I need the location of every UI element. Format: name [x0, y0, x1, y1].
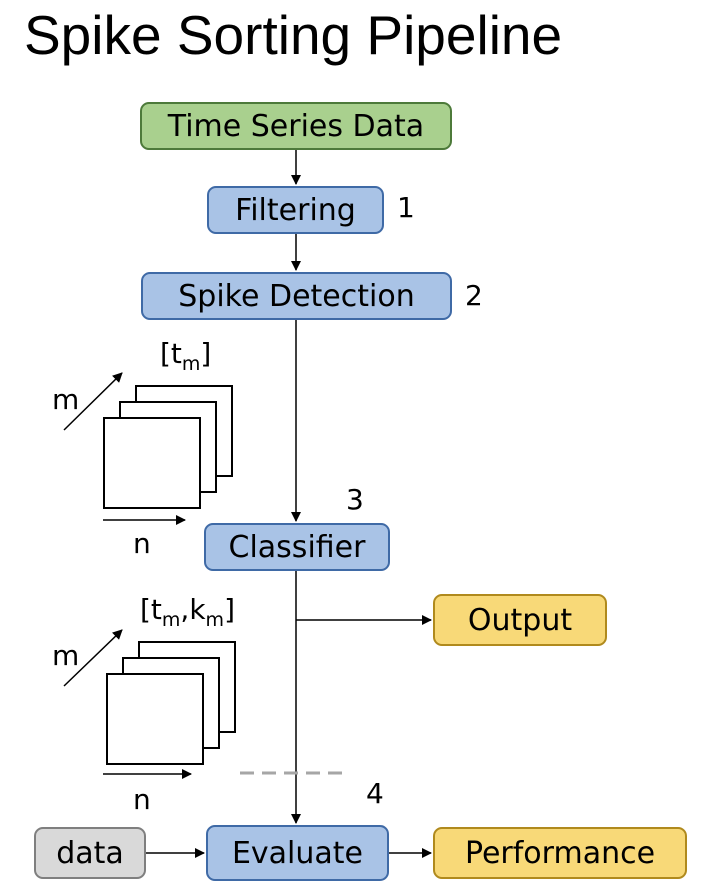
stack1-depth-label: m: [52, 383, 80, 416]
page-title: Spike Sorting Pipeline: [24, 4, 563, 66]
stack2-width-label: n: [133, 783, 151, 816]
stack1-depth-arrow: [63, 372, 123, 431]
step-number-4: 4: [366, 777, 384, 810]
stack1-frame-front: [103, 417, 201, 509]
node-classifier: Classifier: [204, 523, 390, 571]
node-output: Output: [433, 594, 607, 646]
node-data: data: [34, 827, 146, 879]
step-number-3: 3: [346, 483, 364, 516]
stack1-width-label: n: [133, 527, 151, 560]
stack2-depth-label: m: [52, 639, 80, 672]
step-number-1: 1: [397, 191, 415, 224]
stack2-frame-front: [106, 673, 204, 765]
node-filtering: Filtering: [207, 186, 384, 234]
stack2-label: [tm,km]: [140, 593, 235, 632]
stack2-depth-arrow: [63, 629, 123, 687]
stack1-label: [tm]: [160, 337, 212, 376]
step-number-2: 2: [465, 279, 483, 312]
node-spike-detection: Spike Detection: [141, 272, 452, 320]
node-evaluate: Evaluate: [206, 825, 389, 881]
node-time-series-data: Time Series Data: [140, 102, 452, 150]
node-performance: Performance: [433, 827, 687, 879]
